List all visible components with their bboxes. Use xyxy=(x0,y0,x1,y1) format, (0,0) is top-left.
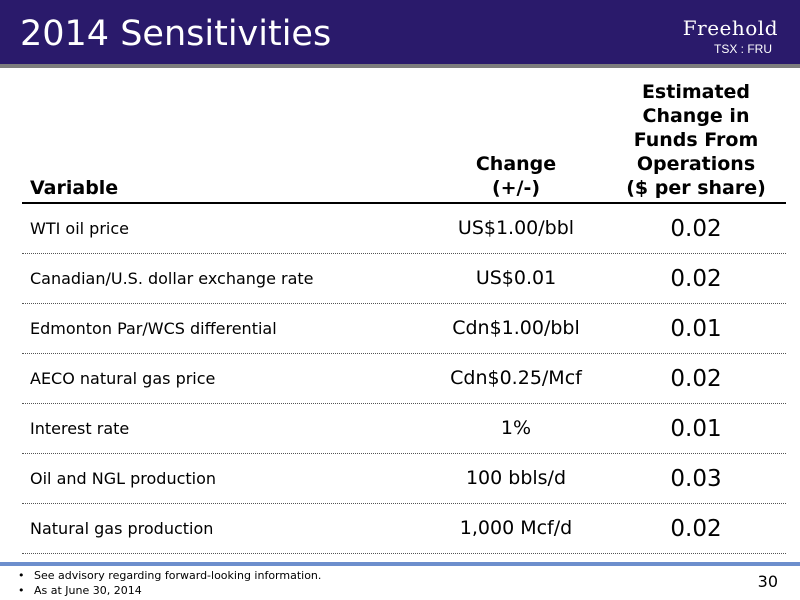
page-number: 30 xyxy=(757,572,778,591)
cell-variable: Natural gas production xyxy=(30,519,214,538)
cell-change: 100 bbls/d xyxy=(465,467,567,489)
footnote: • As at June 30, 2014 xyxy=(18,583,321,598)
header-change-line: Change xyxy=(475,153,557,175)
cell-variable: Canadian/U.S. dollar exchange rate xyxy=(30,269,314,288)
logo-ticker: TSX : FRU xyxy=(713,42,772,56)
header-estimate-line: Estimated xyxy=(641,81,751,103)
header-estimate-line: Funds From xyxy=(633,129,759,151)
footnotes: • See advisory regarding forward-looking … xyxy=(18,568,321,598)
table-row: AECO natural gas price Cdn$0.25/Mcf 0.02 xyxy=(22,354,786,404)
table-row: Edmonton Par/WCS differential Cdn$1.00/b… xyxy=(22,304,786,354)
cell-variable: Oil and NGL production xyxy=(30,469,217,488)
table-row: Canadian/U.S. dollar exchange rate US$0.… xyxy=(22,254,786,304)
slide-header: 2014 Sensitivities Freehold TSX : FRU xyxy=(0,0,800,68)
cell-value: 0.02 xyxy=(670,516,722,542)
header-change-line: (+/-) xyxy=(491,177,541,199)
cell-change: US$1.00/bbl xyxy=(457,217,575,239)
cell-value: 0.02 xyxy=(670,366,722,392)
cell-value: 0.02 xyxy=(670,216,722,242)
cell-change: 1% xyxy=(500,417,532,439)
header-estimate: Estimated Change in Funds From Operation… xyxy=(606,80,786,200)
cell-variable: Edmonton Par/WCS differential xyxy=(30,319,277,338)
table-row: Oil and NGL production 100 bbls/d 0.03 xyxy=(22,454,786,504)
cell-change: US$0.01 xyxy=(475,267,557,289)
logo-name: Freehold xyxy=(682,16,778,40)
slide-title: 2014 Sensitivities xyxy=(20,14,332,54)
header-stripe xyxy=(0,64,800,68)
table-row: Interest rate 1% 0.01 xyxy=(22,404,786,454)
cell-variable: AECO natural gas price xyxy=(30,369,216,388)
header-rule xyxy=(22,202,786,204)
table-row: WTI oil price US$1.00/bbl 0.02 xyxy=(22,204,786,254)
cell-value: 0.01 xyxy=(670,316,722,342)
header-estimate-line: ($ per share) xyxy=(626,177,766,199)
cell-change: Cdn$1.00/bbl xyxy=(452,317,580,339)
cell-variable: Interest rate xyxy=(30,419,130,438)
cell-change: 1,000 Mcf/d xyxy=(459,517,573,539)
table-row: Natural gas production 1,000 Mcf/d 0.02 xyxy=(22,504,786,554)
header-variable: Variable xyxy=(30,177,119,199)
footnote-text: See advisory regarding forward-looking i… xyxy=(34,569,322,582)
footer-line xyxy=(0,562,800,566)
footnote: • See advisory regarding forward-looking … xyxy=(18,568,321,583)
header-estimate-line: Operations xyxy=(636,153,756,175)
cell-variable: WTI oil price xyxy=(30,219,129,238)
cell-value: 0.03 xyxy=(670,466,722,492)
cell-change: Cdn$0.25/Mcf xyxy=(450,367,582,389)
company-logo: Freehold TSX : FRU xyxy=(683,16,778,56)
header-estimate-line: Change in xyxy=(642,105,750,127)
footnote-text: As at June 30, 2014 xyxy=(34,584,142,597)
header-change: Change (+/-) xyxy=(446,152,586,200)
cell-value: 0.01 xyxy=(670,416,722,442)
bullet-icon: • xyxy=(18,584,25,597)
cell-value: 0.02 xyxy=(670,266,722,292)
bullet-icon: • xyxy=(18,569,25,582)
